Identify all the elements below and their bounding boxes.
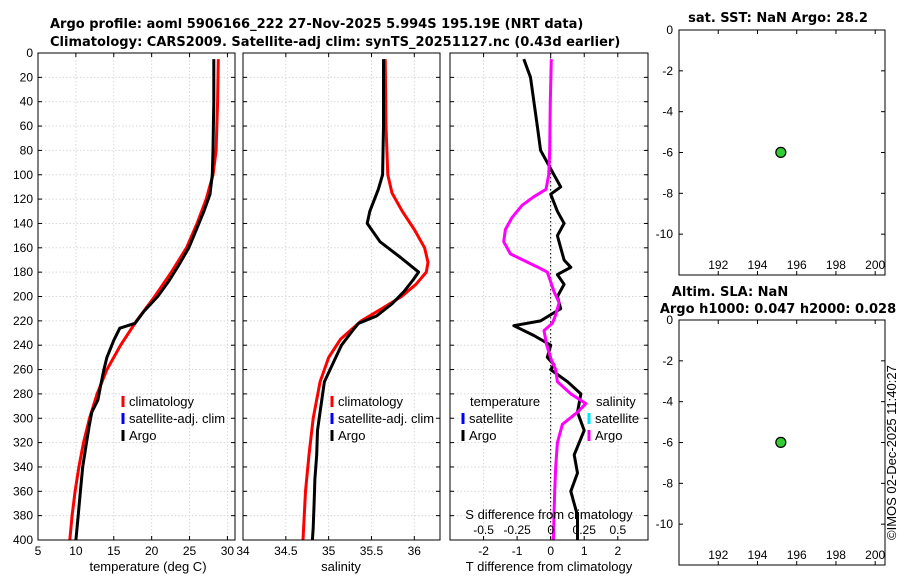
y-tick-label: 340: [13, 460, 33, 474]
map-y-tick-label: -6: [662, 146, 673, 160]
sal-diff-tick-label: 0.25: [573, 523, 597, 537]
x-tick-label: 30: [221, 544, 235, 558]
diff-legend-t-argo-label: Argo: [469, 428, 496, 443]
sla-map-title-1: Altim. SLA: NaN: [672, 285, 788, 300]
title-line1: Argo profile: aoml 5906166_222 27-Nov-20…: [50, 17, 583, 32]
diff-legend-t-satellite-label: satellite: [469, 411, 513, 426]
x-tick-label: 0: [547, 544, 554, 558]
diff-legend-salinity-title: salinity: [596, 394, 636, 409]
map-x-tick-label: 194: [747, 548, 767, 562]
temp-legend-argo-label: Argo: [129, 428, 156, 443]
series-line-s-argo: [502, 59, 588, 541]
map-y-tick-label: -2: [662, 354, 673, 368]
map-y-tick-label: -8: [662, 476, 673, 490]
sal-diff-tick-label: 0: [547, 523, 554, 537]
x-tick-label: 35: [322, 544, 336, 558]
x-tick-label: 2: [614, 544, 621, 558]
sal-legend-satellite-label: satellite-adj. clim: [338, 411, 434, 426]
y-tick-label: 0: [26, 46, 33, 60]
y-tick-label: 260: [13, 363, 33, 377]
x-tick-label: 36: [408, 544, 422, 558]
y-tick-label: 380: [13, 509, 33, 523]
y-tick-label: 220: [13, 314, 33, 328]
difference-panel: -2 -1 0 1 2 temperature satellite Argo salinity s…: [449, 52, 649, 558]
x-tick-label: 15: [107, 544, 121, 558]
y-tick-label: 160: [13, 241, 33, 255]
map-x-tick-label: 198: [826, 258, 846, 272]
map-y-tick-label: -8: [662, 186, 673, 200]
x-tick-label: 35.5: [360, 544, 384, 558]
y-tick-label: 200: [13, 290, 33, 304]
diff-legend-s-satellite-label: satellite: [595, 411, 639, 426]
x-tick-label: -1: [512, 544, 523, 558]
y-tick-label: 100: [13, 168, 33, 182]
sst-map-panel: 192 194 196 198 200 0 -2 -4 -6 -8 -10: [656, 23, 886, 276]
temp-legend-satellite-label: satellite-adj. clim: [129, 411, 225, 426]
series-line-climatology: [301, 59, 430, 541]
temperature-panel: 5 10 15 20 25 3002040608010012014016018020022…: [13, 46, 236, 558]
temperature-xlabel: temperature (deg C): [89, 559, 206, 574]
sal-diff-tick-label: -0.25: [503, 523, 531, 537]
y-tick-label: 40: [20, 95, 34, 109]
diff-legend-temperature-title: temperature: [470, 394, 540, 409]
x-tick-label: 34.5: [274, 544, 298, 558]
salinity-xlabel: salinity: [321, 559, 361, 574]
salinity-panel: 34 34.5 35 35.5 36 climatology satellite-adj. …: [236, 52, 441, 558]
map-y-tick-label: -10: [656, 517, 674, 531]
y-tick-label: 80: [20, 143, 34, 157]
y-tick-label: 120: [13, 192, 33, 206]
series-line-argo: [310, 59, 421, 541]
sla-map-panel: 192 194 196 198 200 0 -2 -4 -6 -8 -10: [656, 313, 886, 566]
y-tick-label: 60: [20, 119, 34, 133]
map-y-tick-label: -4: [662, 395, 673, 409]
map-x-tick-label: 194: [747, 258, 767, 272]
y-tick-label: 400: [13, 533, 33, 547]
y-tick-label: 180: [13, 265, 33, 279]
y-tick-label: 360: [13, 484, 33, 498]
map-y-tick-label: -10: [656, 227, 674, 241]
series-line-climatology: [68, 59, 220, 541]
sla-map-title-2: Argo h1000: 0.047 h2000: 0.028: [660, 302, 896, 317]
map-x-tick-label: 192: [708, 548, 728, 562]
argo-location-marker: [775, 436, 787, 448]
temp-legend-climatology-label: climatology: [129, 394, 195, 409]
map-y-tick-label: -6: [662, 436, 673, 450]
map-x-tick-label: 192: [708, 258, 728, 272]
y-tick-label: 140: [13, 216, 33, 230]
series-line-argo: [74, 59, 216, 541]
x-tick-label: -2: [478, 544, 489, 558]
sal-diff-tick-label: 0.5: [609, 523, 626, 537]
map-x-tick-label: 200: [865, 548, 885, 562]
sal-diff-tick-label: -0.5: [473, 523, 494, 537]
argo-location-marker: [775, 146, 787, 158]
x-tick-label: 20: [145, 544, 159, 558]
footer-timestamp: ©IMOS 02-Dec-2025 11:40:27: [884, 365, 899, 540]
sal-legend-climatology-label: climatology: [338, 394, 404, 409]
map-x-tick-label: 198: [826, 548, 846, 562]
x-tick-label: 25: [183, 544, 197, 558]
sst-map-title: sat. SST: NaN Argo: 28.2: [688, 11, 868, 26]
y-tick-label: 320: [13, 436, 33, 450]
x-tick-label: 1: [581, 544, 588, 558]
difference-top-xlabel: S difference from climatology: [465, 507, 633, 522]
x-tick-label: 5: [35, 544, 42, 558]
title-line2: Climatology: CARS2009. Satellite-adj cli…: [50, 35, 620, 50]
diff-legend-s-argo-label: Argo: [595, 428, 622, 443]
y-tick-label: 300: [13, 411, 33, 425]
x-tick-label: 34: [236, 544, 250, 558]
map-y-tick-label: 0: [666, 313, 673, 327]
map-x-tick-label: 196: [787, 258, 807, 272]
y-tick-label: 240: [13, 338, 33, 352]
map-y-tick-label: -2: [662, 64, 673, 78]
map-x-tick-label: 200: [865, 258, 885, 272]
sal-legend-argo-label: Argo: [338, 428, 365, 443]
difference-xlabel: T difference from climatology: [466, 559, 633, 574]
map-y-tick-label: -4: [662, 105, 673, 119]
y-tick-label: 20: [20, 70, 34, 84]
y-tick-label: 280: [13, 387, 33, 401]
map-x-tick-label: 196: [787, 548, 807, 562]
x-tick-label: 10: [69, 544, 83, 558]
map-y-tick-label: 0: [666, 23, 673, 37]
